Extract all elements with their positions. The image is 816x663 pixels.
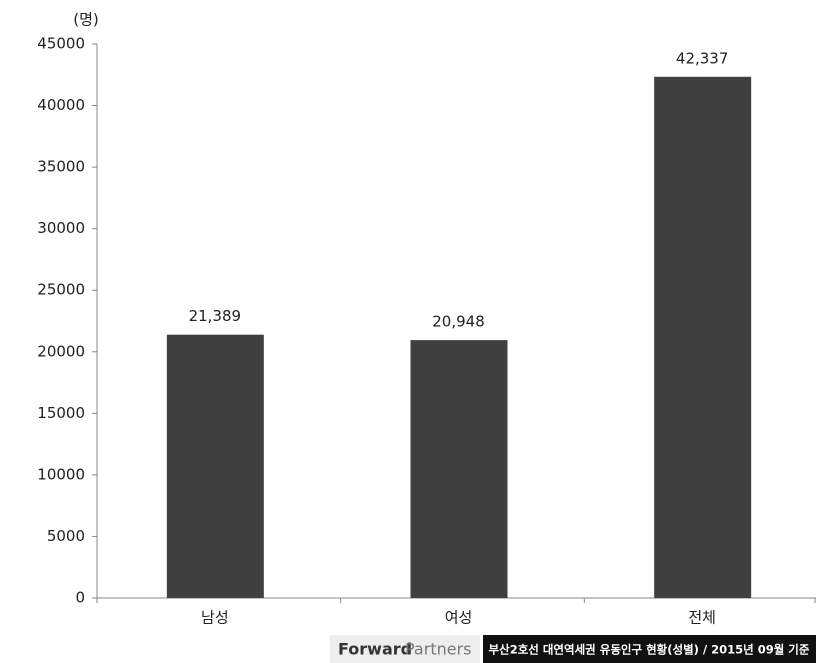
caption: 부산2호선 대연역세권 유동인구 현황(성별) / 2015년 09월 기준 bbox=[489, 643, 810, 657]
x-tick-label: 남성 bbox=[201, 609, 229, 627]
y-tick-label: 5000 bbox=[47, 527, 85, 545]
y-tick-label: 15000 bbox=[37, 404, 85, 422]
y-axis-label: (명) bbox=[73, 11, 99, 29]
brand-box bbox=[330, 635, 480, 663]
bar bbox=[166, 334, 264, 598]
y-tick-label: 40000 bbox=[37, 96, 85, 114]
caption-box bbox=[483, 635, 816, 663]
y-tick-label: 20000 bbox=[37, 342, 85, 360]
x-tick-label: 여성 bbox=[445, 609, 473, 627]
value-label: 21,389 bbox=[189, 307, 242, 325]
brand-light: Partners bbox=[405, 640, 471, 659]
x-tick-label: 전체 bbox=[688, 609, 716, 627]
y-tick-label: 30000 bbox=[37, 219, 85, 237]
bar bbox=[410, 340, 508, 598]
value-label: 42,337 bbox=[676, 49, 729, 67]
bar bbox=[654, 76, 752, 599]
y-tick-label: 35000 bbox=[37, 158, 85, 176]
y-tick-label: 45000 bbox=[37, 35, 85, 53]
y-tick-label: 25000 bbox=[37, 281, 85, 299]
y-tick-label: 0 bbox=[75, 589, 85, 607]
y-tick-label: 10000 bbox=[37, 465, 85, 483]
value-label: 20,948 bbox=[432, 313, 485, 331]
brand-bold: Forward bbox=[338, 640, 412, 659]
